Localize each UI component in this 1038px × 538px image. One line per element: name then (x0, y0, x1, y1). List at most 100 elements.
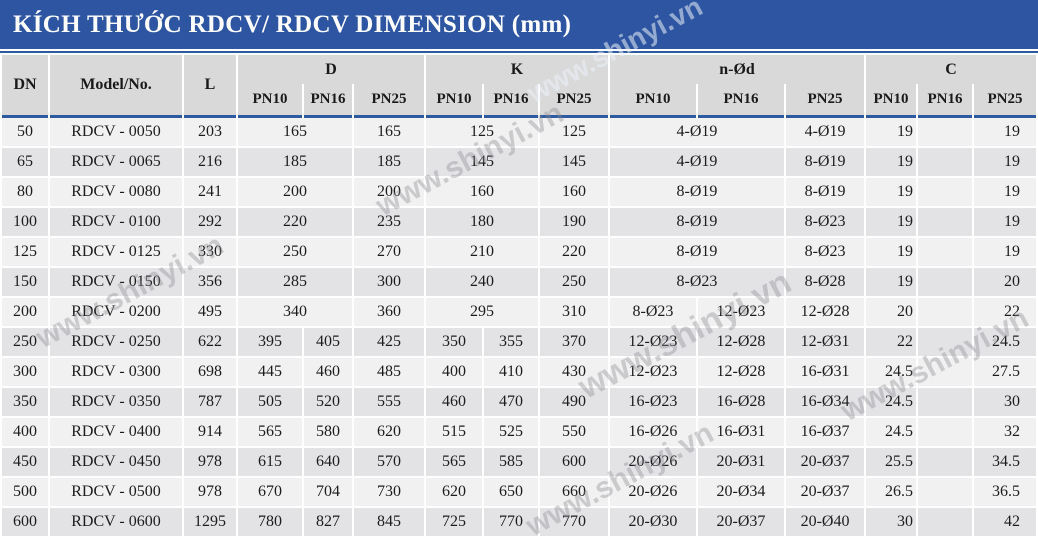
cell-nod-pn10: 12-Ø23 (610, 358, 696, 388)
cell-nod-pn25: 20-Ø37 (786, 448, 865, 478)
cell-k-pn25: 160 (540, 178, 608, 208)
cell-k-pn10: 515 (426, 418, 482, 448)
cell-c-pn16 (918, 238, 973, 268)
cell-k-pn10: 565 (426, 448, 482, 478)
cell-model: RDCV - 0080 (50, 178, 182, 208)
cell-model: RDCV - 0250 (50, 328, 182, 358)
dimension-table: DN Model/No. L D K n-Ød C PN10 PN16 PN25 PN… (0, 55, 1038, 538)
cell-l: 698 (184, 358, 236, 388)
cell-d-pn25: 845 (354, 508, 424, 538)
header-d-pn16: PN16 (304, 84, 352, 118)
cell-c-pn25: 19 (974, 238, 1037, 268)
cell-k-pn25: 190 (540, 208, 608, 238)
cell-k-pn25: 770 (540, 508, 608, 538)
cell-k-pn25: 430 (540, 358, 608, 388)
cell-nod-pn25: 8-Ø19 (786, 148, 865, 178)
table-row: 150 RDCV - 0150 356 285 300 240 250 8-Ø23 8-Ø28 1… (2, 268, 1037, 298)
cell-nod-pn16: 16-Ø31 (698, 418, 784, 448)
cell-c-pn10: 19 (866, 178, 917, 208)
cell-c-pn16 (918, 298, 973, 328)
table-row: 450 RDCV - 0450 978 615 640 570 565 585 600 20-Ø2… (2, 448, 1037, 478)
cell-c-pn25: 19 (974, 208, 1037, 238)
cell-d-pn10-pn16: 285 (238, 268, 352, 298)
cell-k-pn16: 470 (484, 388, 538, 418)
cell-c-pn10: 24.5 (866, 388, 917, 418)
cell-nod-pn25: 16-Ø31 (786, 358, 865, 388)
cell-c-pn10: 26.5 (866, 478, 917, 508)
cell-nod-pn10-pn16: 8-Ø19 (610, 208, 784, 238)
cell-nod-pn25: 8-Ø28 (786, 268, 865, 298)
cell-nod-pn10: 8-Ø23 (610, 298, 696, 328)
cell-k-pn16: 355 (484, 328, 538, 358)
cell-c-pn25: 19 (974, 178, 1037, 208)
cell-l: 203 (184, 118, 236, 148)
cell-nod-pn16: 20-Ø34 (698, 478, 784, 508)
cell-nod-pn10: 16-Ø26 (610, 418, 696, 448)
cell-d-pn16: 460 (304, 358, 352, 388)
cell-c-pn25: 19 (974, 118, 1037, 148)
cell-d-pn25: 555 (354, 388, 424, 418)
cell-l: 978 (184, 448, 236, 478)
cell-c-pn10: 30 (866, 508, 917, 538)
cell-model: RDCV - 0150 (50, 268, 182, 298)
cell-d-pn10: 395 (238, 328, 302, 358)
header-k-pn16: PN16 (484, 84, 538, 118)
cell-nod-pn25: 4-Ø19 (786, 118, 865, 148)
cell-d-pn10-pn16: 340 (238, 298, 352, 328)
cell-d-pn25: 485 (354, 358, 424, 388)
cell-nod-pn25: 20-Ø37 (786, 478, 865, 508)
cell-model: RDCV - 0065 (50, 148, 182, 178)
cell-d-pn16: 704 (304, 478, 352, 508)
cell-k-pn16: 410 (484, 358, 538, 388)
cell-c-pn16 (918, 508, 973, 538)
cell-d-pn16: 405 (304, 328, 352, 358)
cell-k-pn10: 620 (426, 478, 482, 508)
cell-k-pn10-pn16: 295 (426, 298, 538, 328)
cell-k-pn10-pn16: 125 (426, 118, 538, 148)
cell-c-pn16 (918, 328, 973, 358)
cell-nod-pn10: 16-Ø23 (610, 388, 696, 418)
cell-d-pn16: 580 (304, 418, 352, 448)
cell-dn: 50 (2, 118, 48, 148)
table-row: 125 RDCV - 0125 330 250 270 210 220 8-Ø19 8-Ø23 1… (2, 238, 1037, 268)
table-row: 200 RDCV - 0200 495 340 360 295 310 8-Ø23 12-Ø23… (2, 298, 1037, 328)
cell-d-pn25: 270 (354, 238, 424, 268)
cell-nod-pn25: 8-Ø23 (786, 208, 865, 238)
cell-k-pn16: 770 (484, 508, 538, 538)
cell-d-pn16: 827 (304, 508, 352, 538)
cell-k-pn10: 460 (426, 388, 482, 418)
cell-dn: 350 (2, 388, 48, 418)
cell-nod-pn25: 16-Ø37 (786, 418, 865, 448)
cell-d-pn10: 505 (238, 388, 302, 418)
header-nod-pn16: PN16 (698, 84, 784, 118)
cell-nod-pn25: 20-Ø40 (786, 508, 865, 538)
cell-l: 292 (184, 208, 236, 238)
cell-c-pn10: 19 (866, 148, 917, 178)
cell-l: 622 (184, 328, 236, 358)
header-group-nod: n-Ød (610, 55, 865, 84)
cell-model: RDCV - 0200 (50, 298, 182, 328)
header-d-pn10: PN10 (238, 84, 302, 118)
cell-k-pn10-pn16: 210 (426, 238, 538, 268)
cell-d-pn10-pn16: 250 (238, 238, 352, 268)
cell-k-pn25: 660 (540, 478, 608, 508)
cell-dn: 500 (2, 478, 48, 508)
table-row: 65 RDCV - 0065 216 185 185 145 145 4-Ø19 8-Ø19 19… (2, 148, 1037, 178)
cell-c-pn25: 19 (974, 148, 1037, 178)
cell-d-pn25: 300 (354, 268, 424, 298)
cell-dn: 400 (2, 418, 48, 448)
cell-d-pn25: 235 (354, 208, 424, 238)
cell-k-pn10-pn16: 240 (426, 268, 538, 298)
cell-k-pn10: 400 (426, 358, 482, 388)
cell-nod-pn10: 20-Ø30 (610, 508, 696, 538)
cell-k-pn25: 550 (540, 418, 608, 448)
cell-k-pn16: 585 (484, 448, 538, 478)
cell-d-pn25: 425 (354, 328, 424, 358)
cell-d-pn25: 165 (354, 118, 424, 148)
cell-c-pn10: 19 (866, 268, 917, 298)
cell-model: RDCV - 0500 (50, 478, 182, 508)
table-body: 50 RDCV - 0050 203 165 165 125 125 4-Ø19 4-Ø19 19… (2, 118, 1037, 538)
cell-dn: 150 (2, 268, 48, 298)
cell-nod-pn25: 16-Ø34 (786, 388, 865, 418)
cell-c-pn25: 27.5 (974, 358, 1037, 388)
